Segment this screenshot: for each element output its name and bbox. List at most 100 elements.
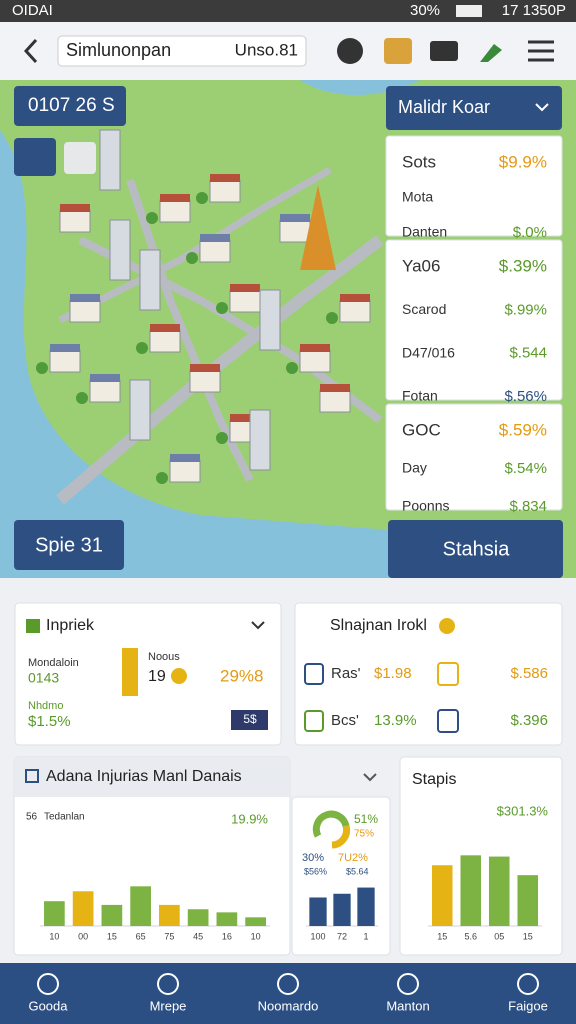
tree <box>196 192 208 204</box>
sales-icon <box>304 663 324 685</box>
dropdown[interactable] <box>386 86 562 130</box>
nav-icon[interactable] <box>157 973 179 995</box>
info-card <box>385 239 563 401</box>
building <box>89 379 121 403</box>
status-bar <box>0 0 576 22</box>
roof <box>150 324 180 332</box>
roof <box>170 454 200 462</box>
bar <box>44 901 65 926</box>
bar <box>309 897 327 926</box>
nav-label[interactable]: Manton <box>386 998 429 1013</box>
card-icon[interactable] <box>430 41 458 61</box>
impact-value3: 19 <box>148 668 166 685</box>
back-map-button[interactable] <box>14 138 56 176</box>
coords-box <box>14 86 126 126</box>
chart1-toggle[interactable] <box>363 773 377 782</box>
dropdown-text: Malidr Koar <box>398 97 490 117</box>
tree <box>326 312 338 324</box>
chart1-header <box>14 757 290 797</box>
bar <box>333 893 351 926</box>
nav-icon[interactable] <box>277 973 299 995</box>
x-label: 10 <box>49 931 59 941</box>
x-label: 15 <box>437 931 447 941</box>
x-label: 45 <box>193 931 203 941</box>
chart1-icon <box>25 769 39 783</box>
nav-label[interactable]: Noomardo <box>258 998 319 1013</box>
info-label: Poonns <box>402 498 449 514</box>
chart2-left: 30% <box>302 852 324 864</box>
sales-icon2 <box>437 709 459 733</box>
menu-icon[interactable] <box>528 40 554 62</box>
pin-icon[interactable] <box>480 44 502 62</box>
impact-icon <box>26 619 40 633</box>
back-button[interactable] <box>23 38 38 64</box>
search-tag: Unso.81 <box>235 40 298 59</box>
info-label: GOC <box>402 420 441 439</box>
impact-label3: Noous <box>148 651 180 663</box>
x-label: 1 <box>363 931 368 941</box>
time: 17 1350P <box>502 2 566 19</box>
roof <box>50 344 80 352</box>
sales-title: Slnajnan Irokl <box>330 617 427 634</box>
tree <box>36 362 48 374</box>
nav-icon[interactable] <box>397 973 419 995</box>
x-label: 100 <box>310 931 325 941</box>
impact-badge[interactable] <box>231 710 268 730</box>
sales-icon2 <box>437 662 459 686</box>
roof <box>300 344 330 352</box>
sales-extra: $.586 <box>510 665 548 682</box>
info-value: $.59% <box>499 420 547 439</box>
building <box>189 369 221 393</box>
info-label: Fotan <box>402 388 438 404</box>
info-value: $.54% <box>504 460 547 477</box>
nav-icon[interactable] <box>37 973 59 995</box>
donut-part <box>331 825 351 849</box>
search-field[interactable] <box>57 35 307 67</box>
building <box>199 239 231 263</box>
chart1-title: Adana Injurias Manl Danais <box>46 768 242 785</box>
bar <box>245 917 266 926</box>
building <box>259 289 281 351</box>
sales-value: 13.9% <box>374 712 417 729</box>
bar <box>72 891 94 926</box>
roof <box>320 384 350 392</box>
chart3-title: Stapis <box>412 771 456 788</box>
building <box>279 219 311 243</box>
dropdown-arrow <box>535 103 549 112</box>
x-label: 72 <box>337 931 347 941</box>
sales-extra: $.396 <box>510 712 548 729</box>
building <box>209 179 241 203</box>
tree <box>186 252 198 264</box>
bar <box>130 886 151 926</box>
tree <box>146 212 158 224</box>
camera-icon[interactable] <box>337 38 363 64</box>
nav-icon[interactable] <box>517 973 539 995</box>
roof <box>280 214 310 222</box>
building <box>159 199 191 223</box>
right-button[interactable] <box>388 520 563 578</box>
zoom-button[interactable] <box>64 142 96 174</box>
chart2-sub1: $56% <box>304 866 327 876</box>
info-value: $.0% <box>513 224 547 241</box>
x-label: 10 <box>251 931 261 941</box>
nav-label[interactable]: Faigoe <box>508 998 548 1013</box>
nav-label[interactable]: Mrepe <box>150 998 187 1013</box>
impact-toggle[interactable] <box>251 621 265 630</box>
coords: 0107 26 S <box>28 95 115 116</box>
info-label: D47/016 <box>402 344 455 360</box>
nav-label[interactable]: Gooda <box>28 998 68 1013</box>
chart2-mid: 7U2% <box>338 852 368 864</box>
building <box>99 129 121 191</box>
search-text: Simlunonpan <box>66 40 171 60</box>
impact-value2: $1.5% <box>28 713 71 730</box>
building <box>109 219 131 281</box>
left-button[interactable] <box>14 520 124 570</box>
info-label: Mota <box>402 189 433 205</box>
roof <box>200 234 230 242</box>
roof <box>340 294 370 302</box>
tree <box>76 392 88 404</box>
building <box>229 289 261 313</box>
chart2-sub2: $5.64 <box>346 866 369 876</box>
box-icon[interactable] <box>384 38 412 64</box>
